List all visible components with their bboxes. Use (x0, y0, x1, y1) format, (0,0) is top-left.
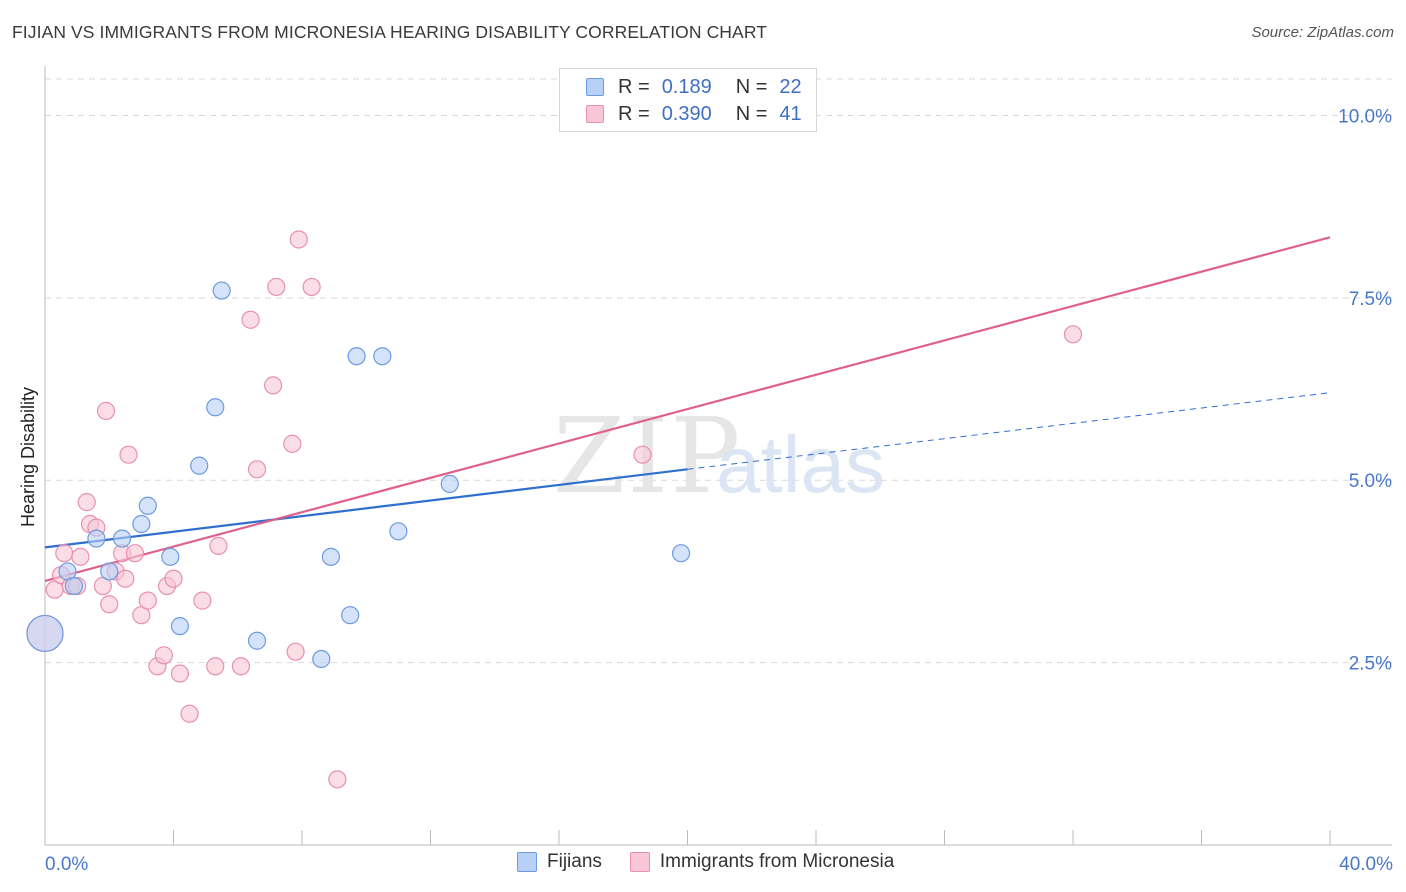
point-micronesia (170, 664, 190, 683)
trend-line-fijians (44, 468, 688, 549)
point-micronesia (267, 277, 286, 297)
legend-r-label: R = (618, 102, 650, 125)
point-fijians (440, 474, 459, 493)
source-label: Source: ZipAtlas.com (1251, 24, 1394, 41)
bottom-legend-swatch-blue (517, 852, 537, 872)
point-micronesia (231, 657, 251, 676)
y-tick-label: 10.0% (1338, 106, 1392, 127)
point-fijians (389, 522, 408, 541)
point-micronesia (77, 493, 96, 512)
point-micronesia (633, 445, 652, 464)
point-fijians (170, 617, 190, 636)
point-fijians (321, 547, 341, 566)
point-micronesia (55, 544, 74, 563)
bottom-legend-swatch-pink (629, 852, 650, 872)
point-micronesia (209, 536, 228, 555)
point-micronesia (138, 591, 157, 610)
point-fijians (132, 514, 151, 534)
legend-r-value: 0.390 (661, 102, 712, 125)
legend-n-value: 22 (779, 75, 802, 98)
point-fijians (341, 606, 360, 625)
point-micronesia (286, 642, 305, 661)
trend-lines (44, 236, 1331, 582)
point-fijians (26, 614, 64, 653)
legend-row-fijians: R = 0.189 N = 22 (560, 74, 802, 100)
point-micronesia (247, 460, 267, 479)
legend-row-micronesia: R = 0.390 N = 41 (560, 101, 802, 127)
y-axis-title: Hearing Disability (18, 387, 38, 527)
bottom-legend-micronesia: Immigrants from Micronesia (629, 851, 895, 873)
legend-swatch-blue (586, 78, 604, 96)
legend-swatch-pink (586, 105, 604, 123)
point-micronesia (180, 704, 199, 723)
point-micronesia (206, 657, 225, 676)
legend-n-label: N = (735, 75, 768, 98)
bottom-legend-fijians-label: Fijians (547, 851, 602, 872)
point-fijians (671, 544, 691, 563)
watermark-atlas: atlas (716, 420, 885, 509)
axes (44, 66, 1392, 846)
point-micronesia (283, 434, 302, 453)
point-fijians (247, 631, 267, 650)
point-micronesia (125, 544, 145, 563)
bottom-legend: Fijians Immigrants from Micronesia (517, 851, 922, 873)
point-fijians (100, 562, 119, 581)
point-fijians (212, 281, 231, 300)
point-fijians (87, 529, 106, 548)
point-micronesia (71, 547, 90, 566)
legend-r-label: R = (618, 75, 650, 98)
point-micronesia (164, 569, 183, 588)
point-fijians (138, 496, 157, 515)
point-fijians (112, 529, 132, 548)
y-tick-label: 7.5% (1349, 289, 1392, 310)
watermark: ZIP atlas (553, 395, 885, 517)
point-fijians (190, 456, 209, 475)
point-micronesia (1063, 325, 1083, 344)
trend-line-fijians-extension (687, 392, 1331, 470)
point-fijians (347, 347, 366, 366)
point-micronesia (263, 376, 283, 395)
point-micronesia (116, 569, 135, 588)
legend-n-value: 41 (779, 102, 802, 125)
bottom-legend-micronesia-label: Immigrants from Micronesia (659, 851, 895, 872)
point-micronesia (241, 310, 260, 329)
point-micronesia (289, 230, 308, 249)
point-fijians (161, 547, 180, 566)
y-tick-label: 5.0% (1349, 471, 1392, 492)
tick-labels: 2.5% 5.0% 7.5% 10.0% 0.0% 40.0% (45, 106, 1393, 875)
point-fijians (64, 576, 84, 596)
point-fijians (373, 347, 392, 366)
point-micronesia (96, 401, 116, 421)
point-micronesia (328, 770, 347, 789)
point-fijians (312, 649, 331, 669)
x-tick-label: 40.0% (1339, 854, 1393, 875)
point-micronesia (302, 277, 321, 297)
chart-title: FIJIAN VS IMMIGRANTS FROM MICRONESIA HEA… (12, 22, 768, 42)
point-micronesia (154, 646, 173, 665)
legend-r-value: 0.189 (661, 75, 712, 98)
point-micronesia (193, 591, 212, 610)
y-tick-label: 2.5% (1349, 654, 1392, 675)
trend-line-micronesia (44, 236, 1331, 582)
point-fijians (206, 398, 225, 417)
point-micronesia (119, 445, 138, 464)
point-micronesia (100, 595, 119, 614)
legend: R = 0.189 N = 22 R = 0.390 N = 41 (559, 68, 817, 132)
grid (45, 78, 1392, 664)
bottom-legend-fijians: Fijians (517, 851, 602, 873)
data-points (26, 230, 1083, 789)
x-tick-label: 0.0% (45, 854, 88, 875)
legend-n-label: N = (735, 102, 768, 125)
